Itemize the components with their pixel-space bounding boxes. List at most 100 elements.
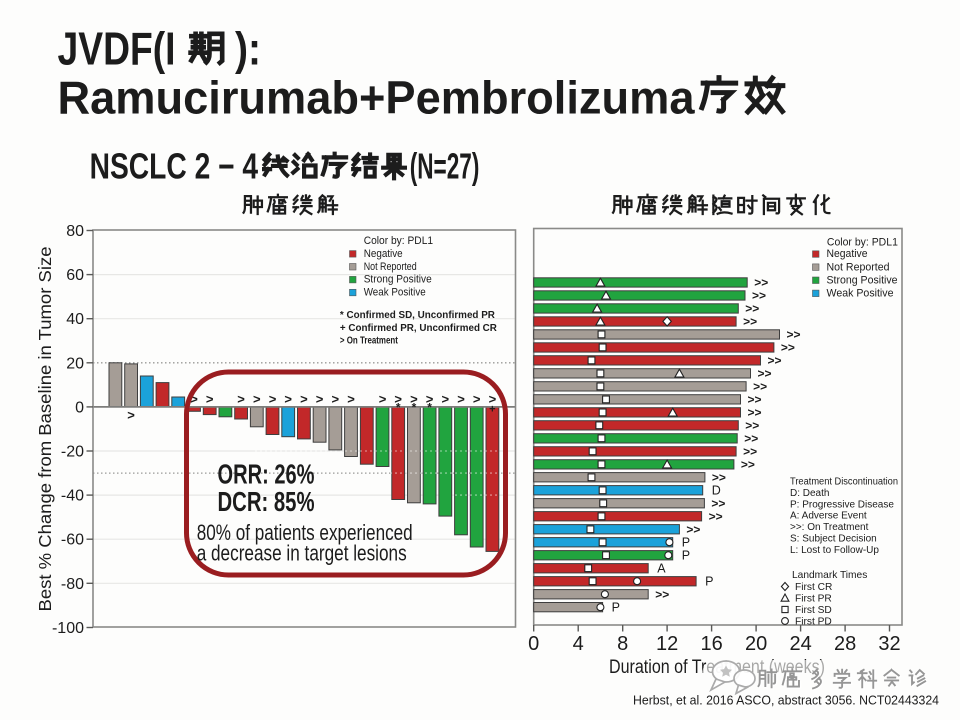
svg-text:40: 40: [66, 311, 84, 328]
svg-text:Landmark Times: Landmark Times: [792, 570, 867, 581]
svg-text:>: >: [269, 392, 277, 407]
svg-text:>>: >>: [709, 510, 723, 524]
svg-text:>>: >>: [743, 445, 757, 459]
svg-text:):: ):: [235, 23, 261, 75]
svg-text:28: 28: [834, 633, 856, 655]
svg-text:>>: >>: [743, 315, 757, 329]
svg-text:*: *: [412, 401, 417, 415]
svg-text:>: >: [473, 392, 481, 407]
svg-text:A: A: [657, 562, 666, 576]
svg-text:>>: >>: [781, 341, 795, 355]
svg-text:>: >: [489, 392, 497, 407]
svg-text:>>: >>: [655, 587, 669, 601]
svg-text:S: Subject Decision: S: Subject Decision: [790, 534, 877, 545]
svg-text:Treatment Discontinuation: Treatment Discontinuation: [790, 477, 898, 488]
svg-text:Strong Positive: Strong Positive: [364, 274, 432, 286]
svg-text:Best % Change from Baseline in: Best % Change from Baseline in Tumor Siz…: [35, 246, 55, 611]
svg-text:JVDF(I: JVDF(I: [58, 23, 176, 75]
svg-text:NSCLC 2 − 4: NSCLC 2 − 4: [90, 146, 259, 187]
svg-text:A: Adverse Event: A: Adverse Event: [790, 511, 867, 522]
svg-text:Negative: Negative: [364, 248, 403, 260]
svg-text:>>: >>: [744, 432, 758, 446]
svg-text:>: >: [237, 392, 245, 407]
svg-text:8: 8: [617, 633, 628, 655]
svg-text:Not Reported: Not Reported: [827, 261, 890, 273]
svg-text:a decrease in target lesions: a decrease in target lesions: [197, 541, 407, 566]
svg-text:0: 0: [75, 399, 84, 416]
svg-text:First SD: First SD: [795, 605, 832, 616]
svg-text:ORR: 26%: ORR: 26%: [218, 459, 315, 490]
svg-text:+ Confirmed PR, Unconfirmed CR: + Confirmed PR, Unconfirmed CR: [340, 322, 497, 334]
svg-text:>: >: [347, 392, 355, 407]
svg-text:First PR: First PR: [795, 594, 832, 605]
svg-text:>>: >>: [745, 302, 759, 316]
svg-text:+: +: [489, 404, 495, 416]
svg-text:(N=27): (N=27): [410, 146, 480, 187]
svg-text:20: 20: [66, 355, 84, 372]
svg-text:16: 16: [700, 633, 722, 655]
svg-text:Color by: PDL1: Color by: PDL1: [364, 235, 433, 247]
svg-text:P: P: [612, 601, 620, 615]
svg-text:Weak Positive: Weak Positive: [364, 287, 426, 299]
svg-text:D: D: [712, 484, 721, 498]
svg-text:>>: >>: [752, 289, 766, 303]
svg-text:>>: >>: [754, 276, 768, 290]
svg-text:* Confirmed SD, Unconfirmed PR: * Confirmed SD, Unconfirmed PR: [340, 309, 495, 321]
svg-text:Negative: Negative: [827, 248, 868, 260]
svg-text:>>: >>: [686, 523, 700, 537]
svg-text:20: 20: [745, 633, 767, 655]
svg-text:> On Treatment: > On Treatment: [340, 335, 398, 347]
svg-text:0: 0: [528, 633, 539, 655]
svg-text:>: >: [442, 392, 450, 407]
svg-text:>: >: [457, 392, 465, 407]
svg-text:>>: >>: [787, 328, 801, 342]
svg-text:80: 80: [66, 223, 84, 240]
svg-text:P: P: [705, 575, 713, 589]
svg-text:DCR: 85%: DCR: 85%: [218, 486, 315, 517]
svg-text:>>: >>: [758, 367, 772, 381]
svg-text:Not Reported: Not Reported: [364, 261, 417, 273]
svg-text:>: >: [332, 392, 340, 407]
svg-text:Herbst, et al. 2016 ASCO, abst: Herbst, et al. 2016 ASCO, abstract 3056.…: [633, 694, 939, 708]
svg-text:>>: >>: [712, 471, 726, 485]
svg-text:Color by: PDL1: Color by: PDL1: [827, 236, 898, 248]
svg-text:-80: -80: [61, 576, 84, 593]
svg-text:-40: -40: [61, 488, 84, 505]
svg-text:P: P: [682, 549, 690, 563]
svg-text:>>: >>: [768, 354, 782, 368]
svg-text:>: >: [284, 392, 292, 407]
svg-text:>>: >>: [748, 393, 762, 407]
svg-text:Weak Positive: Weak Positive: [827, 288, 894, 300]
svg-text:P: P: [682, 536, 690, 550]
svg-text:4: 4: [573, 633, 584, 655]
svg-text:60: 60: [66, 267, 84, 284]
svg-text:First CR: First CR: [795, 582, 832, 593]
svg-text:>>: >>: [748, 406, 762, 420]
svg-text:80% of patients experienced: 80% of patients experienced: [197, 520, 413, 545]
svg-text:*: *: [396, 401, 401, 415]
svg-text:>: >: [300, 392, 308, 407]
svg-text:>: >: [394, 392, 402, 407]
svg-text:-100: -100: [52, 620, 84, 637]
svg-text:>>: >>: [711, 497, 725, 511]
svg-text:-60: -60: [61, 532, 84, 549]
svg-text:>>: >>: [741, 458, 755, 472]
svg-text:>>: >>: [753, 380, 767, 394]
svg-text:32: 32: [878, 633, 900, 655]
svg-text:>>: >>: [745, 419, 759, 433]
svg-text:Ramucirumab+Pembrolizuma: Ramucirumab+Pembrolizuma: [58, 72, 695, 124]
svg-text:24: 24: [789, 633, 811, 655]
svg-text:>: >: [379, 392, 387, 407]
svg-text:L: Lost to Follow-Up: L: Lost to Follow-Up: [790, 545, 879, 556]
svg-text:P: Progressive Disease: P: Progressive Disease: [790, 499, 894, 510]
svg-text:>: >: [190, 392, 198, 407]
svg-text:>>: On Treatment: >>: On Treatment: [790, 522, 869, 533]
svg-text:>: >: [253, 392, 261, 407]
svg-text:12: 12: [656, 633, 678, 655]
svg-text:-20: -20: [61, 444, 84, 461]
svg-text:>: >: [127, 408, 135, 423]
svg-text:>: >: [206, 392, 214, 407]
svg-text:>: >: [426, 392, 434, 407]
svg-text:D: Death: D: Death: [790, 488, 829, 499]
svg-text:*: *: [427, 401, 432, 415]
